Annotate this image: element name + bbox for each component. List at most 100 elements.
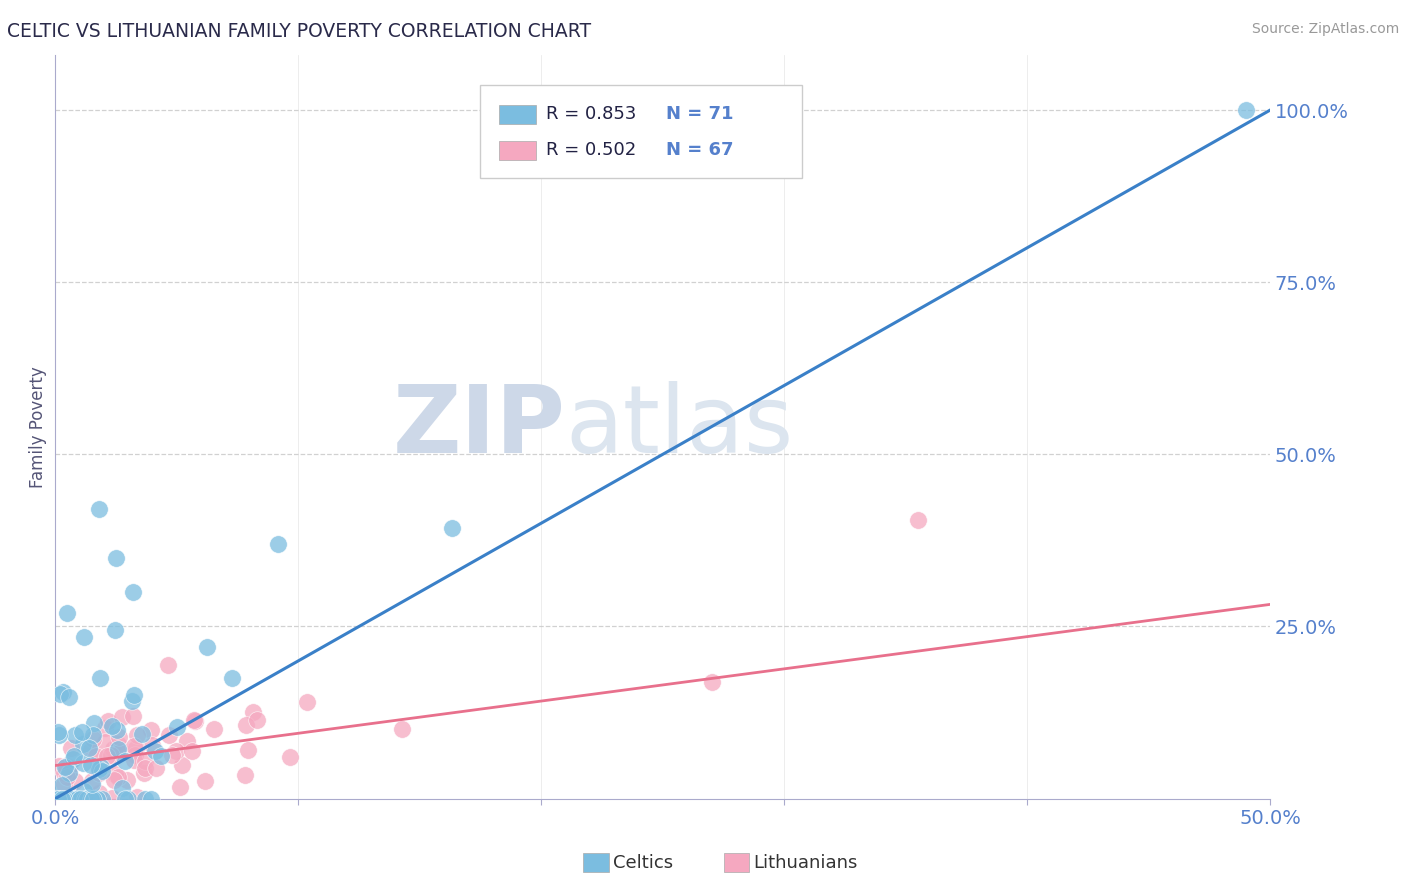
Point (80, 777, 103, 791)
Point (87, 502, 110, 516)
Point (90, 759, 112, 773)
Point (134, 761, 156, 775)
Point (89, 766, 111, 780)
Point (183, 714, 205, 728)
Point (94, 721, 117, 735)
Point (53, 791, 76, 805)
Point (87, 762, 110, 776)
Point (75, 791, 97, 805)
Point (194, 774, 217, 789)
Point (76, 791, 98, 805)
Point (49, 791, 72, 805)
Point (111, 710, 134, 724)
Point (236, 743, 259, 757)
Point (58, 690, 80, 704)
Point (235, 718, 257, 732)
Point (139, 791, 162, 805)
Point (100, 748, 122, 763)
Point (82, 732, 104, 747)
Point (76, 791, 98, 805)
Point (53, 759, 76, 773)
Point (58, 765, 80, 780)
Point (51, 778, 73, 792)
Point (55, 758, 77, 772)
Point (96, 748, 118, 763)
Point (66, 791, 89, 805)
Point (66, 791, 89, 805)
Point (907, 513, 929, 527)
Point (391, 722, 413, 736)
Point (77, 790, 100, 805)
Point (62, 752, 84, 766)
Point (46, 791, 69, 805)
Point (139, 723, 162, 737)
Point (63, 791, 86, 805)
Text: R = 0.502: R = 0.502 (546, 141, 637, 159)
Point (82, 791, 104, 805)
Point (103, 772, 125, 787)
Point (83, 716, 105, 731)
Point (124, 748, 146, 763)
Point (66, 791, 89, 805)
Point (80, 757, 103, 772)
Point (53, 766, 76, 780)
Point (46, 724, 69, 739)
Point (115, 772, 138, 787)
Text: N = 67: N = 67 (666, 141, 734, 159)
Point (134, 791, 156, 805)
Point (80, 774, 103, 789)
Point (77, 741, 100, 756)
Point (72, 737, 94, 751)
Text: Lithuanians: Lithuanians (754, 854, 858, 871)
Bar (499, 141, 536, 160)
Point (166, 720, 188, 734)
Point (124, 688, 146, 702)
Point (233, 768, 256, 782)
Point (170, 757, 193, 772)
Point (122, 709, 145, 723)
Point (46, 791, 69, 805)
Point (97, 714, 120, 729)
Point (100, 790, 122, 805)
Point (125, 790, 148, 805)
Point (83, 791, 105, 805)
Text: Source: ZipAtlas.com: Source: ZipAtlas.com (1251, 22, 1399, 37)
Point (80, 791, 103, 805)
Point (107, 742, 129, 756)
Point (114, 754, 136, 768)
Point (111, 780, 134, 795)
Point (134, 754, 156, 768)
Point (46, 791, 69, 805)
Point (1234, 103, 1257, 118)
Point (103, 742, 125, 756)
Point (94, 735, 117, 749)
Point (143, 744, 166, 758)
Text: ZIP: ZIP (392, 381, 565, 473)
Point (134, 765, 156, 780)
Point (149, 749, 172, 764)
Text: atlas: atlas (565, 381, 794, 473)
Point (46, 791, 69, 805)
Point (131, 727, 153, 741)
Point (63, 728, 86, 742)
Point (52, 685, 75, 699)
Point (70, 725, 93, 739)
Point (157, 728, 180, 742)
Point (107, 771, 129, 785)
Point (160, 747, 183, 762)
Point (58, 761, 80, 775)
Point (195, 640, 218, 654)
Point (49, 687, 72, 701)
Point (122, 739, 145, 753)
Point (105, 550, 128, 565)
Point (125, 728, 148, 742)
Point (124, 753, 146, 767)
Point (72, 630, 94, 644)
Point (51, 791, 73, 805)
Point (278, 750, 301, 764)
Point (267, 537, 290, 551)
Point (82, 728, 104, 742)
Point (246, 713, 269, 727)
Point (202, 722, 225, 736)
Point (156, 658, 179, 673)
